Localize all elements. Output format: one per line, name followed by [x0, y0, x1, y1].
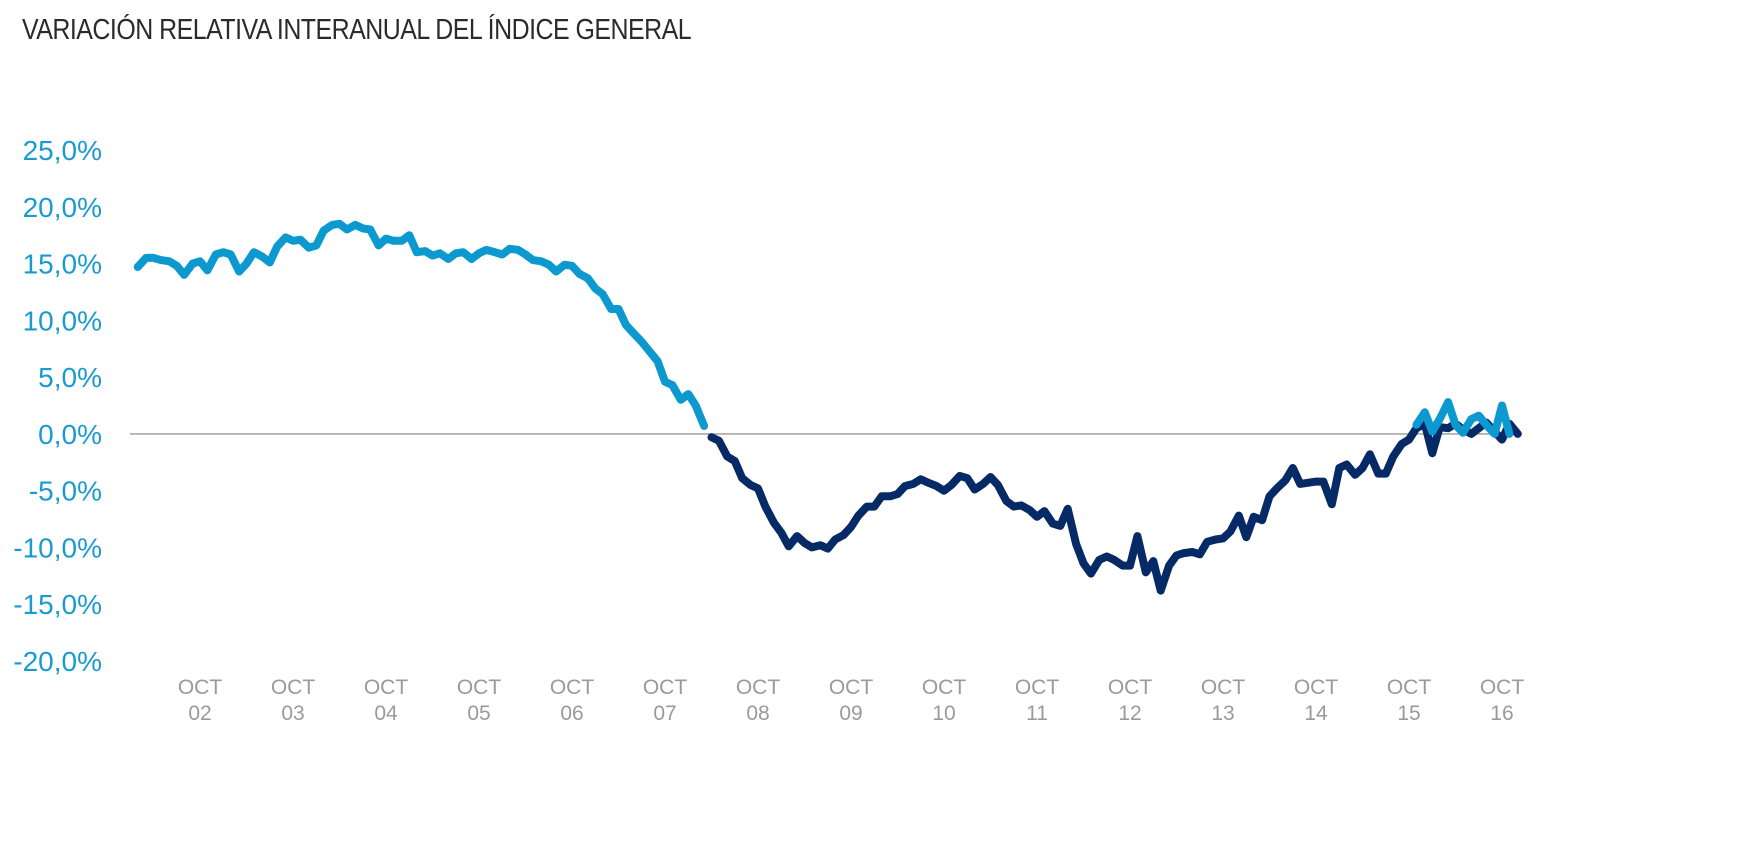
- series-line-positive-2015-2016: [1412, 398, 1514, 438]
- series-lines: [133, 219, 1522, 595]
- x-tick-label-month: OCT: [922, 676, 967, 699]
- x-tick-label-year: 04: [374, 702, 398, 725]
- x-tick-label-month: OCT: [1387, 676, 1432, 699]
- x-tick-label-year: 15: [1397, 702, 1420, 725]
- y-tick-label: 15,0%: [23, 249, 102, 280]
- x-tick-label-month: OCT: [829, 676, 874, 699]
- y-tick-label: -20,0%: [13, 646, 102, 677]
- x-tick-label-year: 12: [1118, 702, 1141, 725]
- x-tick-label-year: 14: [1304, 702, 1328, 725]
- x-tick-label-year: 08: [746, 702, 769, 725]
- x-tick-label-year: 07: [653, 702, 676, 725]
- x-axis: OCT 02 OCT 03 OCT 04 OCT 05 OCT 06 OCT 07 OCT 08 OCT 09…: [178, 676, 1525, 725]
- x-tick-label-year: 13: [1211, 702, 1234, 725]
- y-tick-label: 20,0%: [23, 192, 102, 223]
- x-tick-label-year: 05: [467, 702, 490, 725]
- x-tick-label-year: 09: [839, 702, 862, 725]
- x-tick-label-year: 10: [932, 702, 955, 725]
- y-tick-label: 25,0%: [23, 135, 102, 166]
- x-tick-label-year: 03: [281, 702, 304, 725]
- x-tick-label-month: OCT: [550, 676, 595, 699]
- x-tick-label-month: OCT: [271, 676, 316, 699]
- y-tick-label: 0,0%: [38, 419, 102, 450]
- x-tick-label-month: OCT: [178, 676, 223, 699]
- x-tick-label-month: OCT: [1294, 676, 1339, 699]
- x-tick-label-month: OCT: [364, 676, 409, 699]
- x-tick-label-month: OCT: [1480, 676, 1525, 699]
- x-tick-label-month: OCT: [1201, 676, 1246, 699]
- y-tick-label: -15,0%: [13, 589, 102, 620]
- x-tick-label-month: OCT: [736, 676, 781, 699]
- series-line-positive-2002-2008: [133, 219, 709, 430]
- x-tick-label-year: 06: [560, 702, 583, 725]
- y-tick-label: -5,0%: [29, 476, 102, 507]
- x-tick-label-month: OCT: [1108, 676, 1153, 699]
- x-tick-label-month: OCT: [457, 676, 502, 699]
- x-tick-label-month: OCT: [643, 676, 688, 699]
- x-tick-label-month: OCT: [1015, 676, 1060, 699]
- y-tick-label: 5,0%: [38, 362, 102, 393]
- y-axis: 25,0% 20,0% 15,0% 10,0% 5,0% 0,0% -5,0% -10,0% -…: [13, 135, 102, 677]
- x-tick-label-year: 02: [188, 702, 211, 725]
- series-line-negative-2008-2016: [707, 418, 1522, 595]
- y-tick-label: 10,0%: [23, 305, 102, 336]
- x-tick-label-year: 16: [1490, 702, 1513, 725]
- chart-title: VARIACIÓN RELATIVA INTERANUAL DEL ÍNDICE…: [22, 14, 692, 46]
- y-tick-label: -10,0%: [13, 532, 102, 563]
- x-tick-label-year: 11: [1026, 702, 1048, 725]
